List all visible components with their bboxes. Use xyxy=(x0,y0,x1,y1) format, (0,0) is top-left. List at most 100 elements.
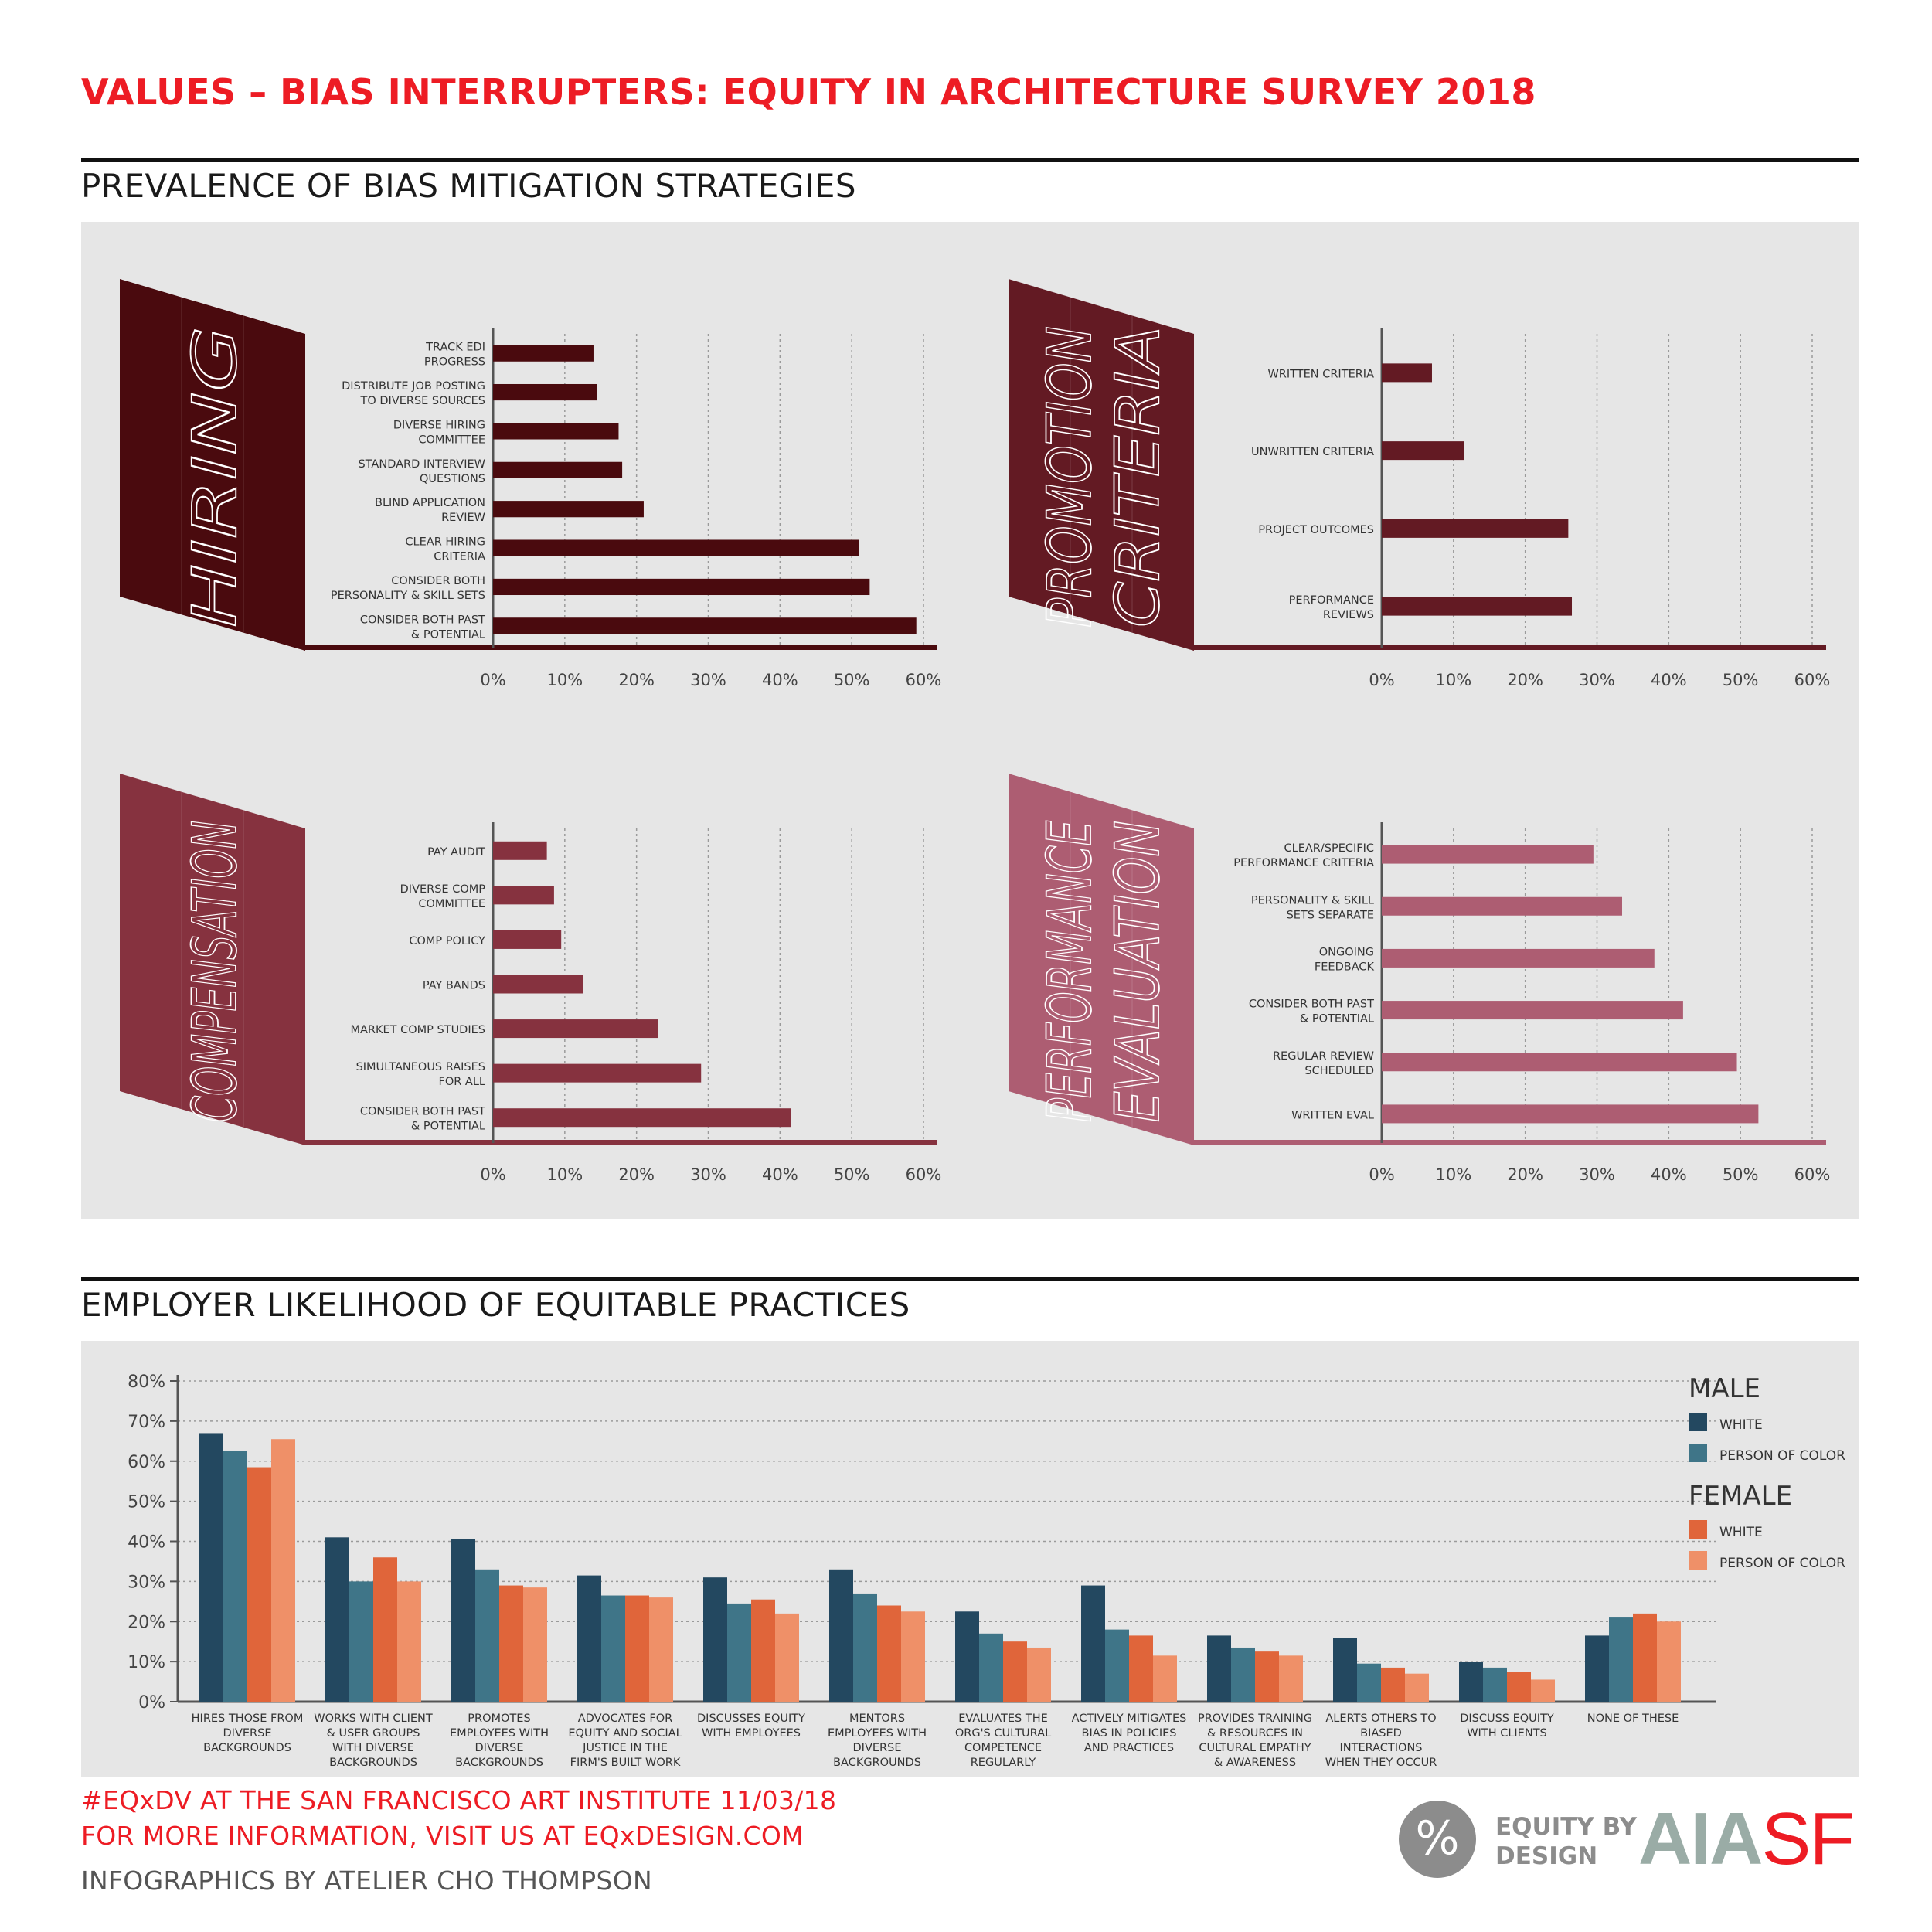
category-label: CLEAR HIRING xyxy=(405,536,485,549)
x-tick-label: 30% xyxy=(690,1165,726,1184)
legend-label: PERSON OF COLOR xyxy=(1719,1448,1845,1464)
category-label: FIRM'S BUILT WORK xyxy=(570,1757,681,1769)
category-label: DIVERSE COMP xyxy=(400,883,486,896)
y-tick-label: 70% xyxy=(128,1413,165,1432)
panel-label: HIRING xyxy=(181,326,250,628)
x-tick-label: 50% xyxy=(1723,1165,1759,1184)
category-label: DIVERSE xyxy=(475,1742,524,1754)
category-label: PROMOTES xyxy=(468,1713,530,1725)
category-label: ORG'S CULTURAL xyxy=(955,1727,1051,1740)
bar xyxy=(1279,1655,1303,1702)
panel-label: PROMOTION xyxy=(1036,326,1105,628)
category-label: COMP POLICY xyxy=(409,935,485,947)
bar xyxy=(1382,441,1464,461)
category-label: BIAS IN POLICIES xyxy=(1082,1727,1177,1740)
x-tick-label: 20% xyxy=(618,671,655,689)
category-label: DIVERSE xyxy=(853,1742,902,1754)
page-title: VALUES – BIAS INTERRUPTERS: EQUITY IN AR… xyxy=(81,71,1536,113)
bar xyxy=(1382,597,1573,616)
y-tick-label: 80% xyxy=(128,1372,165,1392)
bar xyxy=(955,1611,979,1702)
bar xyxy=(1382,363,1432,383)
bar xyxy=(601,1595,625,1702)
prevalence-charts: 0% 10% 20% 30% 40% 50% 60% TRACK EDI PROGRESS DIS… xyxy=(120,279,1830,1184)
category-label: ACTIVELY MITIGATES xyxy=(1072,1713,1187,1725)
bar xyxy=(493,975,583,994)
bar xyxy=(451,1539,475,1702)
category-label: PERSONALITY & SKILL xyxy=(1251,894,1374,906)
x-tick-label: 10% xyxy=(546,671,583,689)
bar xyxy=(247,1467,271,1702)
bar xyxy=(1405,1673,1429,1702)
bar xyxy=(1382,1053,1737,1072)
panel-label: EVALUATION xyxy=(1104,821,1173,1122)
y-tick-label: 10% xyxy=(128,1653,165,1672)
category-label: ADVOCATES FOR xyxy=(578,1713,673,1725)
panel-slab xyxy=(1009,774,1194,1145)
bar xyxy=(1207,1635,1231,1702)
bar xyxy=(649,1597,673,1702)
prevalence-panel: 0% 10% 20% 30% 40% 50% 60% TRACK EDI PROGRESS DIS… xyxy=(81,222,1859,1219)
bar xyxy=(523,1587,547,1702)
y-tick-label: 60% xyxy=(128,1453,165,1472)
bar xyxy=(493,617,917,634)
bar xyxy=(901,1611,925,1702)
category-label: CONSIDER BOTH PAST xyxy=(360,614,485,626)
category-label: WITH CLIENTS xyxy=(1467,1727,1547,1740)
category-label: NONE OF THESE xyxy=(1587,1713,1679,1725)
category-label: & POTENTIAL xyxy=(411,628,485,641)
equity-by-design-logo-text: EQUITY BY DESIGN xyxy=(1495,1813,1638,1870)
bar xyxy=(625,1595,649,1702)
category-label: TRACK EDI xyxy=(425,342,485,354)
category-label: CONSIDER BOTH PAST xyxy=(1249,998,1374,1011)
x-tick-label: 0% xyxy=(480,1165,505,1184)
x-tick-label: 40% xyxy=(762,1165,798,1184)
bar xyxy=(1105,1629,1129,1702)
legend-heading-female: FEMALE xyxy=(1689,1481,1792,1512)
category-label: PROJECT OUTCOMES xyxy=(1258,524,1374,536)
category-label: DISCUSS EQUITY xyxy=(1460,1713,1554,1725)
panel-baseline xyxy=(1194,1140,1826,1145)
x-tick-label: 0% xyxy=(1369,671,1394,689)
section-divider-1 xyxy=(81,158,1859,162)
panel-label: CRITERIA xyxy=(1104,326,1173,628)
x-tick-label: 10% xyxy=(546,1165,583,1184)
bar xyxy=(493,501,644,518)
legend-swatch xyxy=(1689,1551,1707,1570)
footer-website[interactable]: FOR MORE INFORMATION, VISIT US AT EQxDES… xyxy=(81,1821,804,1851)
x-tick-label: 60% xyxy=(906,671,942,689)
equity-by-design-logo-icon: % xyxy=(1399,1801,1476,1878)
bar xyxy=(493,841,547,860)
bar xyxy=(1153,1655,1177,1702)
category-label: & POTENTIAL xyxy=(1300,1013,1374,1026)
section-title-prevalence: PREVALENCE OF BIAS MITIGATION STRATEGIES xyxy=(81,167,857,205)
bar xyxy=(751,1599,775,1702)
panel-baseline xyxy=(305,645,937,650)
x-tick-label: 40% xyxy=(762,671,798,689)
y-tick-label: 40% xyxy=(128,1533,165,1553)
y-tick-label: 20% xyxy=(128,1613,165,1632)
bar xyxy=(1027,1647,1051,1702)
legend-swatch xyxy=(1689,1520,1707,1539)
legend-swatch xyxy=(1689,1444,1707,1462)
chart-1: 0% 10% 20% 30% 40% 50% 60% WRITTEN CRITERIA UNWR… xyxy=(1009,279,1830,689)
panel-baseline xyxy=(1194,645,1826,650)
section-divider-2 xyxy=(81,1277,1859,1281)
x-tick-label: 50% xyxy=(834,1165,870,1184)
category-label: CONSIDER BOTH PAST xyxy=(360,1106,485,1118)
bar xyxy=(1531,1679,1555,1702)
likelihood-chart: 0% 10% 20% 30% 40% 50% 60% 70% 80% HIRES THOSE FR… xyxy=(128,1372,1845,1769)
x-tick-label: 20% xyxy=(1507,1165,1543,1184)
bar xyxy=(1081,1585,1105,1702)
category-label: EQUITY AND SOCIAL xyxy=(568,1727,682,1740)
x-tick-label: 10% xyxy=(1435,671,1471,689)
likelihood-panel: 0% 10% 20% 30% 40% 50% 60% 70% 80% HIRES THOSE FR… xyxy=(81,1341,1859,1777)
bar xyxy=(475,1569,499,1702)
bar xyxy=(727,1603,751,1702)
category-label: BLIND APPLICATION xyxy=(375,497,485,509)
bar xyxy=(1459,1662,1483,1702)
category-label: PAY BANDS xyxy=(423,980,485,992)
bar xyxy=(1382,1104,1759,1124)
y-tick-label: 30% xyxy=(128,1573,165,1592)
panel-slab xyxy=(1009,279,1194,651)
